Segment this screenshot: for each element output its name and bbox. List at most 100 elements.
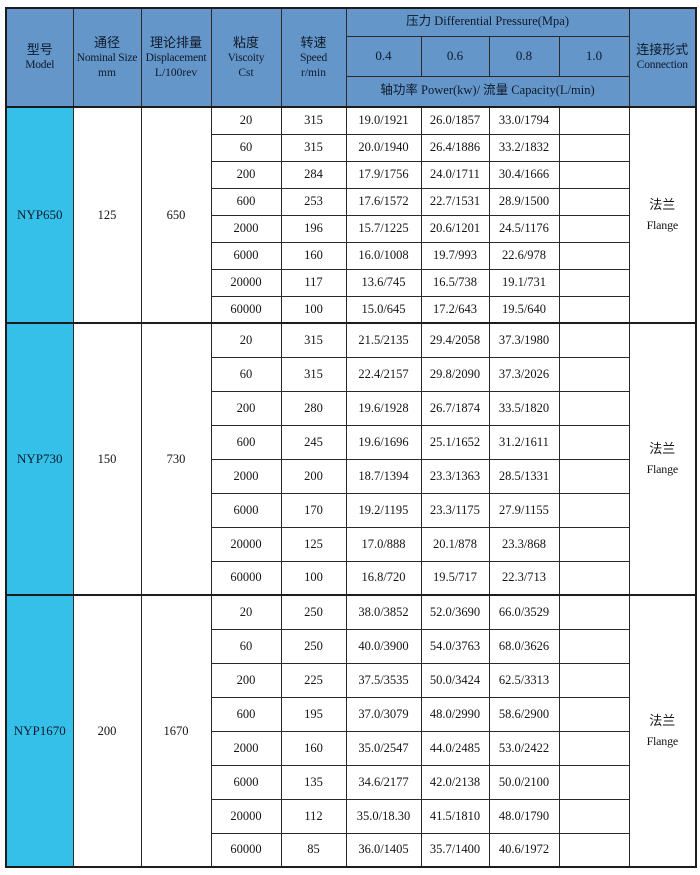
connection-en: Flange	[646, 461, 679, 476]
viscosity-value: 200	[210, 160, 282, 189]
speed-value: 250	[280, 628, 347, 664]
displacement-value: 730	[140, 322, 212, 596]
col-header-viscosity-en: Viscoity	[227, 52, 265, 65]
spec-row: 60 315 20.0/1940 26.4/1886 33.2/1832	[6, 133, 696, 162]
speed-value: 160	[280, 241, 347, 270]
power-capacity-1.0	[558, 268, 630, 297]
power-capacity-0.8: 31.2/1611	[488, 424, 560, 460]
viscosity-value: 20000	[210, 268, 282, 297]
speed-value: 225	[280, 662, 347, 698]
col-header-speed-unit: r/min	[301, 66, 326, 79]
model-name: NYP650	[5, 106, 74, 324]
power-capacity-1.0	[558, 295, 630, 324]
viscosity-value: 6000	[210, 241, 282, 270]
power-capacity-0.8: 23.3/868	[488, 526, 560, 562]
speed-value: 135	[280, 764, 347, 800]
power-capacity-0.4: 16.0/1008	[345, 241, 422, 270]
power-capacity-0.8: 33.5/1820	[488, 390, 560, 426]
table-body: NYP650 125 650 20 315 19.0/1921 26.0/1857 33.0/…	[5, 106, 697, 868]
power-capacity-1.0	[558, 832, 630, 868]
power-capacity-1.0	[558, 526, 630, 562]
power-capacity-0.4: 19.6/1696	[345, 424, 422, 460]
col-header-viscosity-zh: 粘度	[232, 35, 259, 50]
power-capacity-1.0	[558, 214, 630, 243]
col-header-nominal-size-en: Nominal Size	[76, 52, 138, 65]
col-header-viscosity: 粘度 Viscoity Cst	[210, 7, 282, 108]
model-name: NYP1670	[5, 594, 74, 868]
power-capacity-1.0	[558, 390, 630, 426]
power-capacity-0.8: 28.9/1500	[488, 187, 560, 216]
speed-value: 196	[280, 214, 347, 243]
spec-row: NYP1670 200 1670 20 250 38.0/3852 52.0/3690 66.…	[5, 594, 697, 868]
power-capacity-0.8: 19.1/731	[488, 268, 560, 297]
connection-value: 法兰 Flange	[628, 322, 697, 596]
power-capacity-0.6: 20.1/878	[420, 526, 490, 562]
power-capacity-0.8: 37.3/2026	[488, 356, 560, 392]
nominal-size-value: 125	[72, 106, 142, 324]
power-capacity-1.0	[558, 492, 630, 528]
speed-value: 85	[280, 832, 347, 868]
power-capacity-0.6: 20.6/1201	[420, 214, 490, 243]
speed-value: 112	[280, 798, 347, 834]
power-capacity-1.0	[558, 160, 630, 189]
power-capacity-1.0	[558, 106, 630, 135]
spec-row: 6000 135 34.6/2177 42.0/2138 50.0/2100	[6, 764, 696, 800]
power-capacity-0.8: 22.3/713	[488, 560, 560, 596]
speed-value: 170	[280, 492, 347, 528]
speed-value: 280	[280, 390, 347, 426]
spec-row: 60000 100 15.0/645 17.2/643 19.5/640	[6, 295, 696, 324]
viscosity-value: 20000	[210, 798, 282, 834]
power-capacity-1.0	[558, 628, 630, 664]
power-capacity-0.8: 33.2/1832	[488, 133, 560, 162]
speed-value: 315	[280, 133, 347, 162]
power-capacity-0.8: 68.0/3626	[488, 628, 560, 664]
col-header-nominal-size-unit: mm	[98, 66, 116, 79]
viscosity-value: 20	[210, 322, 282, 358]
speed-value: 100	[280, 560, 347, 596]
spec-row: 20000 125 17.0/888 20.1/878 23.3/868	[6, 526, 696, 562]
power-capacity-0.4: 17.0/888	[345, 526, 422, 562]
power-capacity-0.8: 58.6/2900	[488, 696, 560, 732]
speed-value: 160	[280, 730, 347, 766]
viscosity-value: 6000	[210, 492, 282, 528]
power-capacity-0.6: 42.0/2138	[420, 764, 490, 800]
nominal-size-value: 200	[72, 594, 142, 868]
spec-row: 600 195 37.0/3079 48.0/2990 58.6/2900	[6, 696, 696, 732]
power-capacity-0.4: 21.5/2135	[345, 322, 422, 358]
power-capacity-0.4: 40.0/3900	[345, 628, 422, 664]
col-header-speed-en: Speed	[299, 52, 328, 65]
power-capacity-0.6: 48.0/2990	[420, 696, 490, 732]
speed-value: 200	[280, 458, 347, 494]
viscosity-value: 2000	[210, 730, 282, 766]
col-header-displacement: 理论排量 Displacement L/100rev	[140, 7, 212, 108]
viscosity-value: 60000	[210, 560, 282, 596]
power-capacity-0.4: 17.6/1572	[345, 187, 422, 216]
power-capacity-0.8: 19.5/640	[488, 295, 560, 324]
col-header-speed-zh: 转速	[300, 35, 327, 50]
viscosity-value: 600	[210, 424, 282, 460]
power-capacity-0.6: 44.0/2485	[420, 730, 490, 766]
pressure-values-row: 0.4 0.6 0.8 1.0	[6, 35, 696, 77]
model-name: NYP730	[5, 322, 74, 596]
power-capacity-0.4: 15.7/1225	[345, 214, 422, 243]
speed-value: 284	[280, 160, 347, 189]
power-capacity-1.0	[558, 764, 630, 800]
col-header-displacement-zh: 理论排量	[149, 35, 202, 50]
viscosity-value: 2000	[210, 458, 282, 494]
power-capacity-1.0	[558, 424, 630, 460]
power-capacity-0.6: 25.1/1652	[420, 424, 490, 460]
power-capacity-0.6: 16.5/738	[420, 268, 490, 297]
speed-value: 195	[280, 696, 347, 732]
pump-spec-table: 型号 Model 通径 Nominal Size mm 理论排量 Displac…	[5, 7, 698, 868]
power-capacity-1.0	[558, 730, 630, 766]
col-header-model: 型号 Model	[5, 7, 74, 108]
col-header-connection-en: Connection	[636, 59, 688, 72]
power-capacity-0.4: 36.0/1405	[345, 832, 422, 868]
spec-row: NYP730 150 730 20 315 21.5/2135 29.4/2058 37.3/…	[5, 322, 697, 596]
power-capacity-header: 轴功率 Power(kw)/ 流量 Capacity(L/min)	[345, 75, 630, 108]
col-header-displacement-unit: L/100rev	[154, 66, 198, 79]
connection-en: Flange	[646, 733, 679, 748]
viscosity-value: 60000	[210, 295, 282, 324]
power-capacity-0.8: 37.3/1980	[488, 322, 560, 358]
